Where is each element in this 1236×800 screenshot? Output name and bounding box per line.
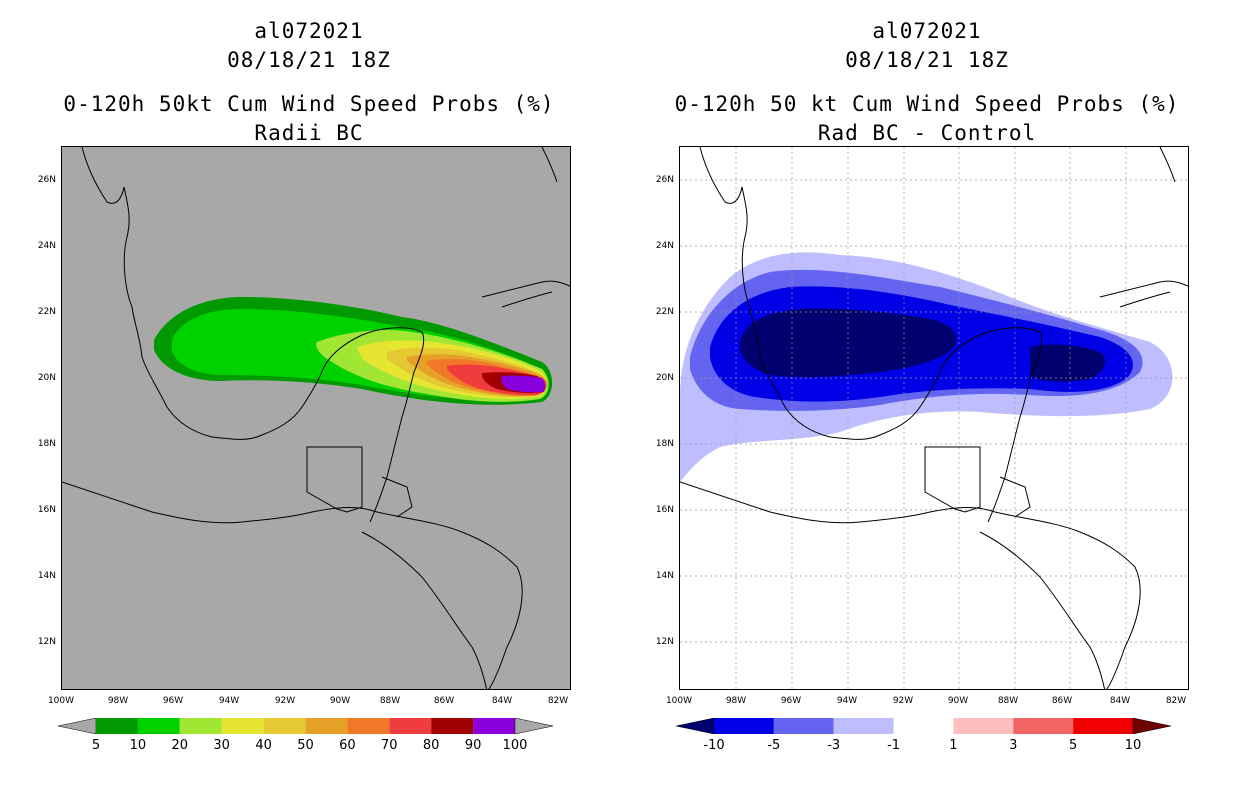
colorbar-label: -1 [887, 738, 901, 753]
colorbar-label: 60 [339, 738, 356, 753]
prob-90-region [501, 375, 546, 393]
lat-label: 16N [655, 505, 674, 515]
lon-label: 86W [433, 696, 455, 706]
lat-label: 20N [655, 373, 674, 383]
map-canvas [62, 147, 570, 689]
colorbar-svg [675, 717, 1172, 735]
lat-label: 18N [37, 439, 56, 449]
colorbar-box [1073, 718, 1133, 734]
colorbar-box [389, 718, 432, 734]
panel-title: 0-120h 50kt Cum Wind Speed Probs (%) [63, 92, 555, 116]
lat-label: 14N [655, 571, 674, 581]
colorbar-box [893, 718, 954, 734]
lon-label: 84W [491, 696, 513, 706]
panel-subtitle: Rad BC - Control [817, 121, 1037, 145]
colorbar-box [221, 718, 264, 734]
colorbar-box [1013, 718, 1074, 734]
colorbar-under-triangle [57, 717, 97, 735]
storm-id: al072021 [872, 19, 982, 43]
colorbar-box [833, 718, 894, 734]
diff-minus10-east [1030, 344, 1106, 382]
colorbar-box [96, 718, 138, 734]
colorbar-label: -5 [767, 738, 781, 753]
colorbar-label: 20 [171, 738, 189, 753]
colorbar-svg [57, 717, 554, 735]
colorbar-box [305, 718, 348, 734]
lat-label: 26N [655, 175, 674, 185]
lon-label: 82W [547, 696, 569, 706]
lon-label: 94W [218, 696, 240, 706]
colorbar-over-triangle [1132, 717, 1172, 735]
colorbar-label: 100 [502, 738, 528, 753]
colorbar-box [953, 718, 1014, 734]
colorbar-label: 5 [91, 738, 101, 753]
coastlines [680, 147, 1188, 689]
lon-label: 84W [1109, 696, 1131, 706]
lon-label: 94W [836, 696, 858, 706]
lon-label: 100W [47, 696, 75, 706]
lon-label: 88W [379, 696, 401, 706]
lat-label: 16N [37, 505, 56, 515]
left-panel: al072021 08/18/21 18Z 0-120h 50kt Cum Wi… [37, 19, 571, 753]
lon-label: 90W [329, 696, 351, 706]
right-panel: al072021 08/18/21 18Z 0-120h 50 kt Cum W… [618, 0, 1236, 800]
colorbar-label: 40 [255, 738, 272, 753]
storm-id: al072021 [254, 19, 364, 43]
colorbar [675, 717, 1172, 735]
colorbar-label: 10 [1124, 738, 1142, 753]
colorbar-under-triangle [675, 717, 715, 735]
gridlines [680, 147, 1188, 689]
colorbar-label: 30 [213, 738, 230, 753]
lon-label: 92W [892, 696, 914, 706]
panel-subtitle: Radii BC [254, 121, 364, 145]
datetime: 08/18/21 18Z [845, 48, 1009, 72]
map-canvas [680, 147, 1188, 689]
lon-label: 82W [1165, 696, 1187, 706]
lat-label: 26N [37, 175, 56, 185]
colorbar-box [431, 718, 474, 734]
coastlines [62, 147, 570, 689]
lon-label: 96W [780, 696, 802, 706]
lon-label: 98W [725, 696, 747, 706]
colorbar-box [773, 718, 834, 734]
colorbar-box [137, 718, 180, 734]
lat-label: 14N [37, 571, 56, 581]
lon-label: 96W [162, 696, 184, 706]
colorbar-label: 1 [949, 738, 958, 753]
colorbar-box [179, 718, 222, 734]
datetime: 08/18/21 18Z [227, 48, 391, 72]
lat-label: 24N [655, 241, 674, 251]
colorbar-label: -3 [827, 738, 841, 753]
colorbar-label: 10 [129, 738, 147, 753]
colorbar-label: 3 [1009, 738, 1018, 753]
panel-title: 0-120h 50 kt Cum Wind Speed Probs (%) [674, 92, 1180, 116]
colorbar-box [473, 718, 515, 734]
colorbar-label: 80 [422, 738, 440, 753]
lat-label: 18N [655, 439, 674, 449]
lat-label: 20N [37, 373, 56, 383]
lon-label: 100W [665, 696, 693, 706]
lon-label: 90W [947, 696, 969, 706]
probability-map [61, 146, 571, 690]
lat-label: 22N [37, 307, 56, 317]
lon-label: 86W [1051, 696, 1073, 706]
difference-map [679, 146, 1189, 690]
lat-label: 24N [37, 241, 56, 251]
lat-label: 12N [37, 637, 56, 647]
lon-label: 98W [107, 696, 129, 706]
colorbar-label: 70 [381, 738, 398, 753]
lon-label: 88W [997, 696, 1019, 706]
colorbar-over-triangle [514, 717, 554, 735]
lat-label: 12N [655, 637, 674, 647]
colorbar-label: 50 [297, 738, 314, 753]
colorbar-label: 5 [1069, 738, 1078, 753]
colorbar-box [347, 718, 390, 734]
lat-label: 22N [655, 307, 674, 317]
colorbar [57, 717, 554, 735]
lon-label: 92W [274, 696, 296, 706]
colorbar-box [263, 718, 306, 734]
colorbar-label: 90 [464, 738, 482, 753]
colorbar-box [714, 718, 774, 734]
colorbar-label: -10 [703, 738, 725, 753]
